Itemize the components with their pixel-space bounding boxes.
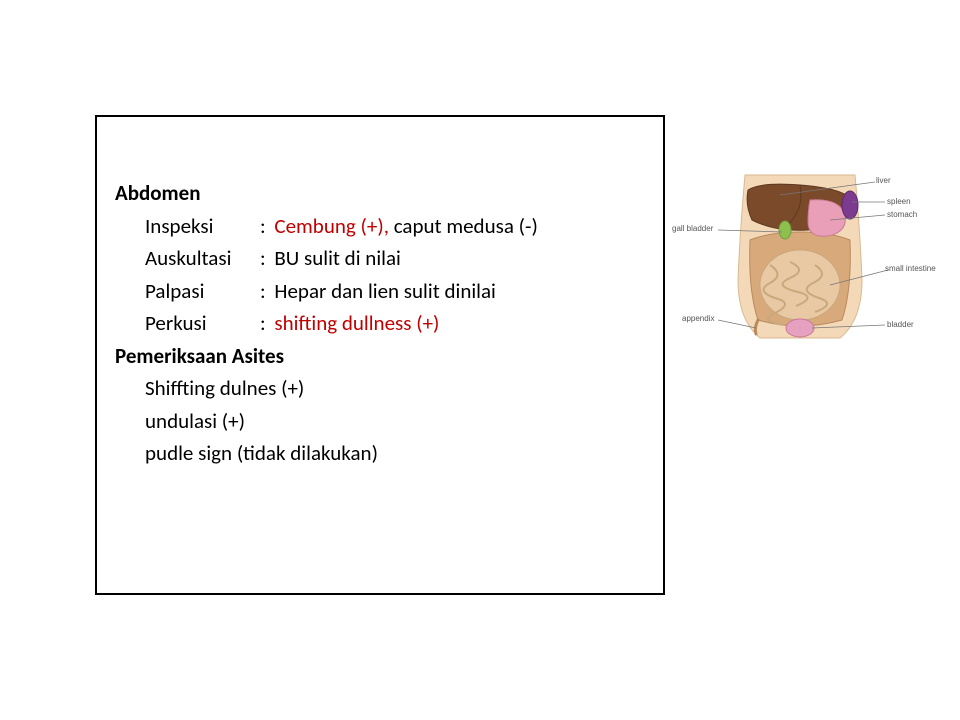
value-inspeksi-black: caput medusa (-) bbox=[394, 213, 538, 239]
value-perkusi: shifting dullness (+) bbox=[270, 307, 439, 340]
heading-abdomen: Abdomen bbox=[115, 177, 645, 210]
anatomy-svg bbox=[690, 170, 910, 350]
label-auskultasi: Auskultasi bbox=[145, 242, 260, 275]
colon: : bbox=[260, 210, 270, 243]
label-liver: liver bbox=[876, 176, 891, 185]
value-inspeksi-red: Cembung (+), bbox=[274, 213, 393, 239]
colon: : bbox=[260, 275, 270, 308]
line-shifting: Shiffting dulnes (+) bbox=[115, 372, 645, 405]
label-spleen: spleen bbox=[887, 197, 911, 206]
value-palpasi: Hepar dan lien sulit dinilai bbox=[270, 275, 496, 308]
label-appendix: appendix bbox=[682, 314, 714, 323]
colon: : bbox=[260, 307, 270, 340]
value-inspeksi: Cembung (+), caput medusa (-) bbox=[270, 210, 537, 243]
value-palpasi-black: Hepar dan lien sulit dinilai bbox=[274, 278, 496, 304]
label-palpasi: Palpasi bbox=[145, 275, 260, 308]
value-auskultasi: BU sulit di nilai bbox=[270, 242, 400, 275]
row-palpasi: Palpasi : Hepar dan lien sulit dinilai bbox=[115, 275, 645, 308]
label-small-intestine: small intestine bbox=[885, 264, 936, 273]
label-stomach: stomach bbox=[887, 210, 917, 219]
label-bladder: bladder bbox=[887, 320, 914, 329]
line-pudle: pudle sign (tidak dilakukan) bbox=[115, 437, 645, 470]
label-inspeksi: Inspeksi bbox=[145, 210, 260, 243]
line-undulasi: undulasi (+) bbox=[115, 405, 645, 438]
value-perkusi-red: shifting dullness (+) bbox=[274, 310, 439, 336]
label-perkusi: Perkusi bbox=[145, 307, 260, 340]
row-inspeksi: Inspeksi : Cembung (+), caput medusa (-) bbox=[115, 210, 645, 243]
heading-asites: Pemeriksaan Asites bbox=[115, 340, 645, 373]
row-perkusi: Perkusi : shifting dullness (+) bbox=[115, 307, 645, 340]
value-auskultasi-black: BU sulit di nilai bbox=[274, 245, 400, 271]
row-auskultasi: Auskultasi : BU sulit di nilai bbox=[115, 242, 645, 275]
abdomen-anatomy-figure: liver spleen stomach gall bladder small … bbox=[690, 170, 910, 350]
content-box: Abdomen Inspeksi : Cembung (+), caput me… bbox=[95, 115, 665, 595]
label-gall-bladder: gall bladder bbox=[672, 224, 713, 233]
colon: : bbox=[260, 242, 270, 275]
